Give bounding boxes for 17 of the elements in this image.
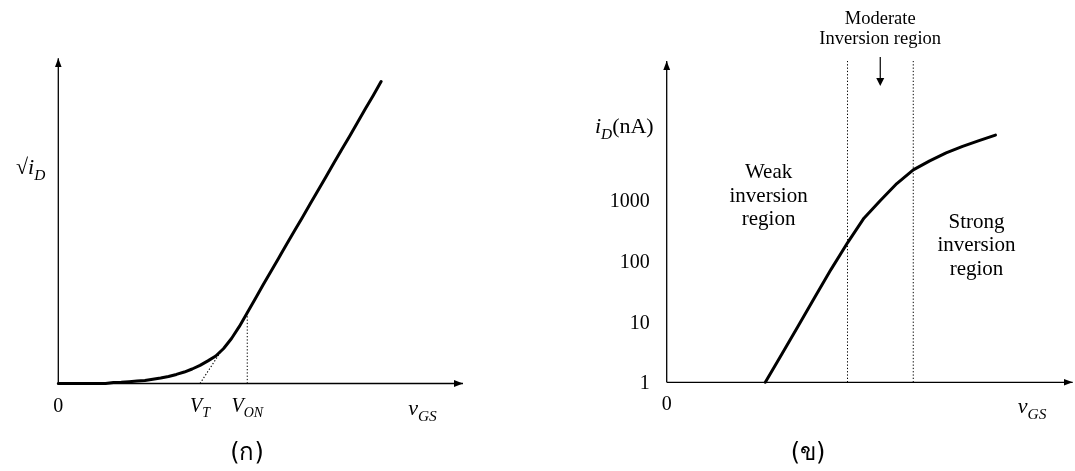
y-axis-title: √i$_{D}$ xyxy=(15,153,46,183)
annotation: Weak inversion region xyxy=(729,159,809,231)
y-tick-label: 10 xyxy=(629,310,650,333)
text: (ก) xyxy=(230,438,264,466)
y-tick-label: 100 xyxy=(619,250,650,273)
text: (ข) xyxy=(790,438,826,466)
x-tick-label: 0 xyxy=(53,393,64,416)
x-tick-label: V$_{T}$ xyxy=(190,393,212,420)
y-axis-title: i$_{D}$(nA) xyxy=(594,112,654,143)
x-tick-label: 0 xyxy=(661,392,672,415)
x-axis-title: v$_{GS}$ xyxy=(408,394,438,424)
annotation: Strong inversion region xyxy=(937,208,1017,280)
x-axis-title: v$_{GS}$ xyxy=(1017,392,1047,423)
y-tick-label: 1000 xyxy=(609,189,650,212)
text: Moderate Inversion region xyxy=(819,8,942,49)
x-tick-label: V$_{ON}$ xyxy=(231,393,264,420)
y-tick-label: 1 xyxy=(639,371,650,394)
